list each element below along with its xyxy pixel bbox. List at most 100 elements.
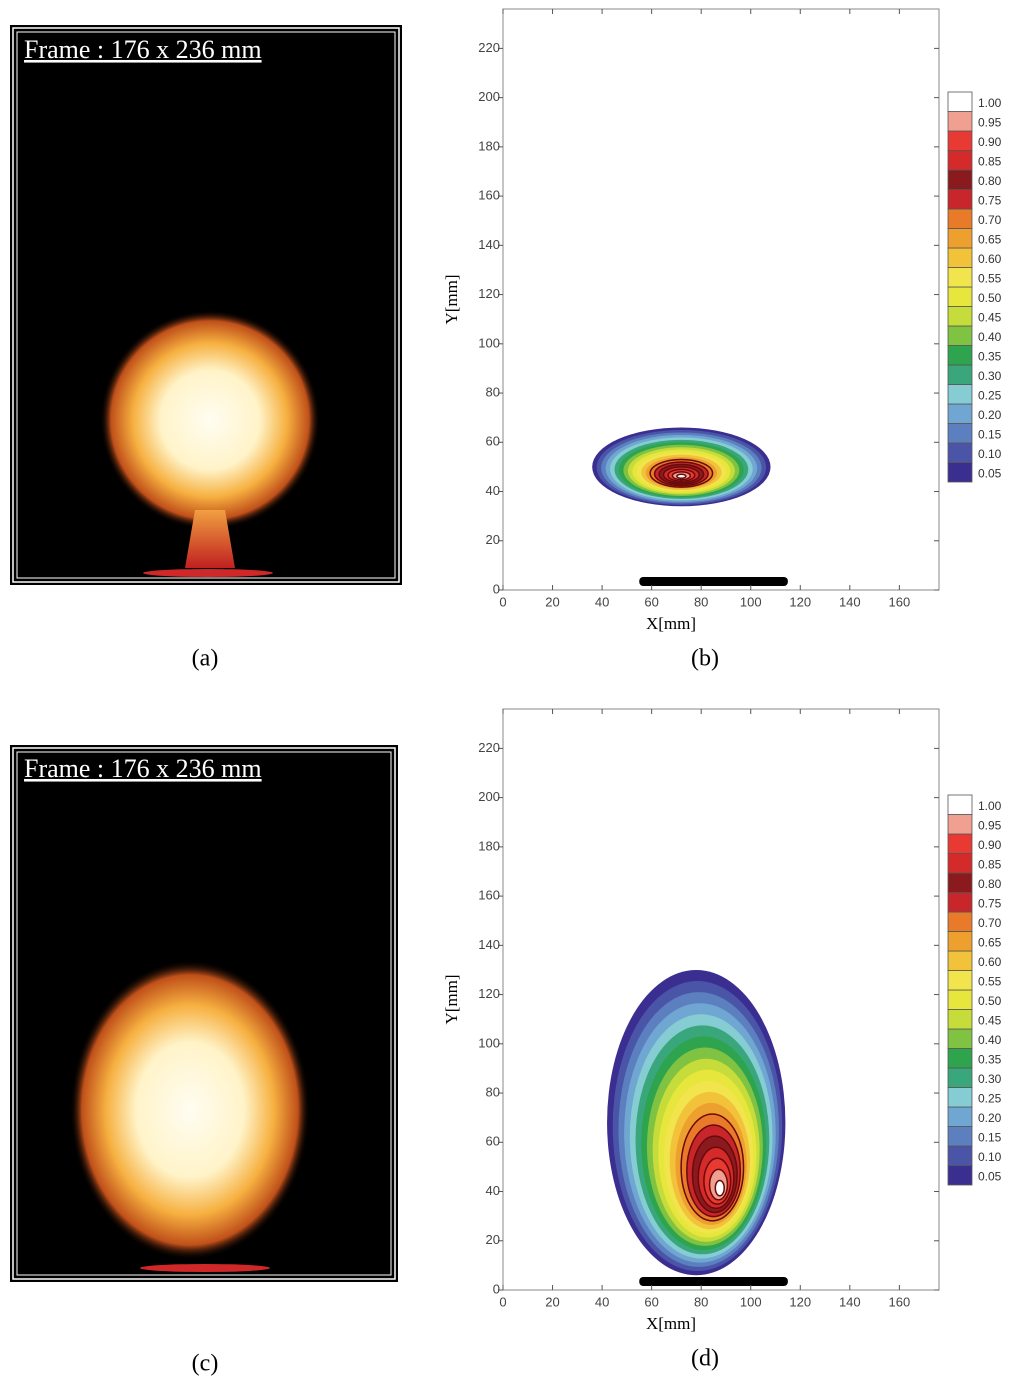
colorbar-label: 0.85 <box>978 154 1002 168</box>
colorbar-swatch <box>947 853 973 874</box>
x-tick-label: 20 <box>545 594 559 609</box>
colorbar-label: 0.15 <box>978 1130 1002 1144</box>
colorbar-label: 0.65 <box>978 935 1002 949</box>
colorbar-label: 0.55 <box>978 271 1002 285</box>
plot-frame <box>502 708 940 1291</box>
flame <box>100 310 320 530</box>
colorbar-label: 0.25 <box>978 1091 1002 1105</box>
x-tick-label: 140 <box>839 1294 861 1309</box>
colorbar-swatch <box>947 1145 973 1166</box>
colorbar-swatch <box>947 872 973 893</box>
colorbar-swatch <box>947 130 973 151</box>
x-tick-label: 100 <box>740 594 762 609</box>
y-tick-label: 80 <box>486 1084 500 1099</box>
y-tick-label: 0 <box>493 1281 500 1296</box>
colorbar-swatch <box>947 950 973 971</box>
colorbar-swatch <box>947 208 973 229</box>
y-tick-label: 220 <box>478 740 500 755</box>
colorbar-swatch <box>947 384 973 405</box>
burner <box>639 1277 788 1286</box>
colorbar-swatch <box>947 286 973 307</box>
colorbar-swatch <box>947 1165 973 1186</box>
y-tick-label: 200 <box>478 789 500 804</box>
y-tick-label: 0 <box>493 581 500 596</box>
x-tick-label: 100 <box>740 1294 762 1309</box>
colorbar-label: 0.80 <box>978 877 1002 891</box>
x-tick-label: 40 <box>595 1294 609 1309</box>
colorbar-swatch <box>947 1126 973 1147</box>
colorbar-swatch <box>947 1048 973 1069</box>
y-tick-label: 100 <box>478 1035 500 1050</box>
y-tick-label: 100 <box>478 335 500 350</box>
y-tick-label: 40 <box>486 483 500 498</box>
colorbar-swatch <box>947 892 973 913</box>
x-tick-label: 20 <box>545 1294 559 1309</box>
colorbar-label: 0.75 <box>978 193 1002 207</box>
x-tick-label: 60 <box>644 1294 658 1309</box>
colorbar-label: 0.70 <box>978 213 1002 227</box>
colorbar-label: 0.10 <box>978 447 1002 461</box>
caption: (d) <box>691 1346 719 1372</box>
colorbar-swatch <box>947 1106 973 1127</box>
colorbar-label: 0.55 <box>978 974 1002 988</box>
x-tick-label: 80 <box>694 594 708 609</box>
y-tick-label: 120 <box>478 286 500 301</box>
y-tick-label: 60 <box>486 1134 500 1149</box>
contour-region <box>676 473 687 479</box>
y-tick-label: 20 <box>486 1232 500 1247</box>
x-axis-label: X[mm] <box>646 1314 696 1333</box>
colorbar-swatch <box>947 794 973 815</box>
colorbar-label: 0.20 <box>978 408 1002 422</box>
flame-stem <box>185 510 235 568</box>
colorbar-label: 0.60 <box>978 955 1002 969</box>
colorbar-label: 0.05 <box>978 1169 1002 1183</box>
colorbar-swatch <box>947 169 973 190</box>
colorbar-label: 0.90 <box>978 135 1002 149</box>
colorbar-swatch <box>947 833 973 854</box>
colorbar-label: 0.50 <box>978 291 1002 305</box>
burner <box>639 577 788 586</box>
colorbar-label: 0.40 <box>978 1033 1002 1047</box>
colorbar-label: 0.60 <box>978 252 1002 266</box>
frame-border <box>12 747 396 1280</box>
colorbar-swatch <box>947 228 973 249</box>
colorbar-label: 1.00 <box>978 799 1002 813</box>
colorbar-label: 0.15 <box>978 427 1002 441</box>
colorbar-swatch <box>947 462 973 483</box>
colorbar-swatch <box>947 91 973 112</box>
frame-border <box>16 31 396 579</box>
x-tick-label: 0 <box>499 594 506 609</box>
colorbar-label: 0.50 <box>978 994 1002 1008</box>
colorbar-label: 0.75 <box>978 896 1002 910</box>
y-axis-label: Y[mm] <box>442 274 461 324</box>
colorbar-swatch <box>947 247 973 268</box>
colorbar-swatch <box>947 325 973 346</box>
x-tick-label: 160 <box>889 1294 911 1309</box>
caption: (b) <box>691 646 719 672</box>
caption: (c) <box>192 1351 219 1377</box>
x-tick-label: 120 <box>789 594 811 609</box>
x-tick-label: 160 <box>889 594 911 609</box>
y-tick-label: 20 <box>486 532 500 547</box>
colorbar-swatch <box>947 189 973 210</box>
y-axis-label: Y[mm] <box>442 974 461 1024</box>
y-tick-label: 200 <box>478 89 500 104</box>
frame-border <box>16 751 392 1276</box>
y-tick-label: 160 <box>478 888 500 903</box>
x-tick-label: 120 <box>789 1294 811 1309</box>
colorbar-label: 0.20 <box>978 1111 1002 1125</box>
y-tick-label: 220 <box>478 40 500 55</box>
y-tick-label: 140 <box>478 937 500 952</box>
colorbar-label: 0.70 <box>978 916 1002 930</box>
x-axis-label: X[mm] <box>646 614 696 633</box>
burner <box>140 1264 270 1272</box>
colorbar-label: 0.95 <box>978 818 1002 832</box>
colorbar-swatch <box>947 931 973 952</box>
colorbar-swatch <box>947 1067 973 1088</box>
colorbar-swatch <box>947 1087 973 1108</box>
y-tick-label: 80 <box>486 384 500 399</box>
x-tick-label: 80 <box>694 1294 708 1309</box>
flame <box>70 960 310 1260</box>
y-tick-label: 60 <box>486 434 500 449</box>
